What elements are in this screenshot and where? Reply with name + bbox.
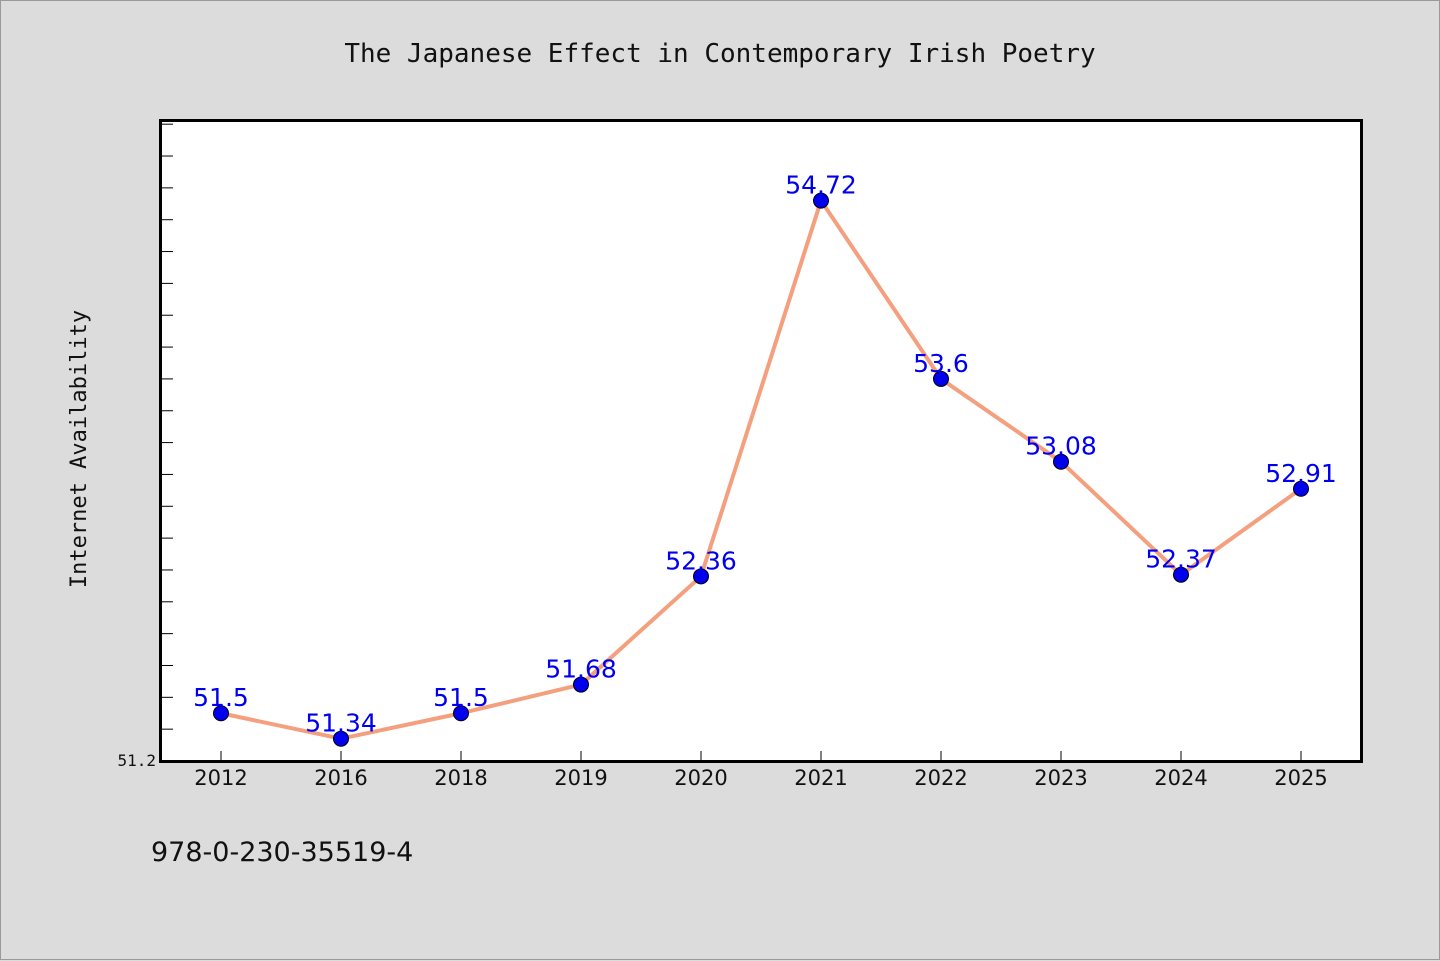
y-axis-ticks: 51.2	[117, 123, 173, 770]
data-label: 52.37	[1145, 545, 1217, 574]
isbn-text: 978-0-230-35519-4	[151, 837, 414, 868]
x-tick-label: 2023	[1034, 766, 1087, 790]
data-point	[933, 370, 949, 387]
data-label: 53.08	[1025, 432, 1097, 461]
data-label: 51.5	[433, 683, 489, 712]
x-tick-label: 2022	[914, 766, 967, 790]
x-tick-label: 2024	[1154, 766, 1207, 790]
data-point	[1173, 566, 1189, 583]
chart-title: The Japanese Effect in Contemporary Iris…	[344, 39, 1095, 69]
y-tick-label: 51.2	[117, 751, 156, 770]
data-label: 53.6	[913, 349, 969, 378]
x-axis-ticks: 2012 2016 2018 2019 2020 2021 2022 2023 2024 2025	[194, 751, 1328, 790]
data-point	[333, 730, 349, 747]
x-tick-label: 2018	[434, 766, 487, 790]
data-label: 51.68	[545, 655, 617, 684]
x-tick-label: 2025	[1274, 766, 1327, 790]
x-tick-label: 2016	[314, 766, 367, 790]
data-point	[1053, 453, 1069, 470]
plot-area	[159, 119, 1363, 763]
x-tick-label: 2012	[194, 766, 247, 790]
series-group: 51.5 51.34 51.5 51.68 52.36 54.72 53.6 53.08 52.…	[193, 171, 1337, 747]
data-label: 54.72	[785, 171, 857, 200]
data-label: 52.36	[665, 546, 737, 575]
data-label: 51.34	[305, 709, 377, 738]
data-label: 52.91	[1265, 459, 1337, 488]
data-label: 51.5	[193, 683, 249, 712]
series-line	[219, 198, 1303, 741]
data-point	[813, 192, 829, 209]
data-point	[573, 676, 589, 693]
x-tick-label: 2019	[554, 766, 607, 790]
data-point	[453, 705, 469, 722]
x-tick-label: 2020	[674, 766, 727, 790]
data-point	[213, 705, 229, 722]
data-point	[693, 568, 709, 585]
x-tick-label: 2021	[794, 766, 847, 790]
y-axis-label: Internet Availability	[67, 310, 92, 588]
data-point	[1293, 480, 1309, 497]
